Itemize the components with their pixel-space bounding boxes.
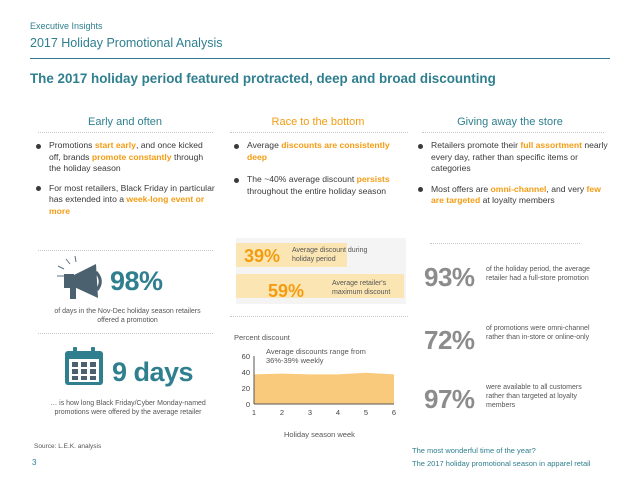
y-tick-label: 0 <box>246 400 250 409</box>
plain-text: at loyalty members <box>480 195 555 205</box>
x-tick-label: 5 <box>364 408 368 417</box>
bar-max-discount <box>236 274 404 298</box>
stat-value-9-days: 9 days <box>112 357 194 387</box>
stat-caption-9-days: … is how long Black Friday/Cyber Monday-… <box>50 400 206 416</box>
highlight-text: omni-channel <box>490 183 547 194</box>
page-number: 3 <box>32 458 37 467</box>
highlight-text: promote constantly <box>91 151 172 162</box>
x-tick-label: 1 <box>252 408 256 417</box>
highlight-text: full assortment <box>520 140 582 150</box>
column-rule-right <box>422 132 604 133</box>
stat-value-72: 72% <box>424 325 475 355</box>
kicker: Executive Insights <box>30 21 103 31</box>
column-rule-left <box>38 132 213 133</box>
megaphone-icon <box>56 255 106 304</box>
middle-bullets: Average discounts are consistently deep … <box>234 140 412 197</box>
bullet-item: Promotions start early, and once kicked … <box>36 140 216 175</box>
right-bullets: Retailers promote their full assortment … <box>418 140 608 207</box>
weekly-discount-chart: 0 20 40 60 1 2 3 4 5 6 <box>242 352 396 417</box>
page-headline: The 2017 holiday period featured protrac… <box>30 71 496 86</box>
chart-annotation: Average discounts range from 36%-39% wee… <box>266 347 366 365</box>
plain-text: nearly every day, rather than specific i… <box>431 140 608 173</box>
area-series <box>254 372 394 404</box>
bullet-dot-icon <box>234 177 239 183</box>
bullet-text: The ~40% average discount persists throu… <box>247 174 412 197</box>
x-tick-label: 4 <box>336 408 340 417</box>
bar-value-59: 59% <box>268 281 305 301</box>
x-tick-label: 3 <box>308 408 312 417</box>
subtitle: 2017 Holiday Promotional Analysis <box>30 36 223 50</box>
highlight-text: week-long event or more <box>49 194 205 216</box>
bullet-dot-icon <box>36 186 41 191</box>
discount-bars: 39% Average discount during holiday peri… <box>236 238 406 304</box>
plain-text: For most retailers, Black Friday in part… <box>49 182 215 205</box>
plain-text: through the holiday season <box>49 151 204 174</box>
highlight-text: start early <box>94 140 136 150</box>
bullet-item: For most retailers, Black Friday in part… <box>36 183 216 218</box>
bullet-text: For most retailers, Black Friday in part… <box>49 183 216 218</box>
bullet-text: Most offers are omni-channel, and very f… <box>431 184 608 207</box>
stat-value-93: 93% <box>424 262 475 292</box>
y-tick-label: 20 <box>242 384 250 393</box>
bullet-dot-icon <box>36 143 41 149</box>
stat-caption-72: of promotions were omni-channel rather t… <box>486 325 590 341</box>
right-divider <box>430 243 580 244</box>
column-title-race: Race to the bottom <box>271 116 365 128</box>
stat-value-98: 98% <box>110 266 163 296</box>
bullet-item: Average discounts are consistently deep <box>234 140 412 163</box>
chart-ylabel: Percent discount <box>234 333 290 342</box>
header-rule <box>30 58 610 59</box>
bar-label-39: Average discount during holiday period <box>292 247 368 263</box>
bullet-text: Promotions start early, and once kicked … <box>49 140 216 175</box>
chart-xlabel: Holiday season week <box>284 430 355 439</box>
footer-line-2: The 2017 holiday promotional season in a… <box>412 459 591 468</box>
plain-text: , and very <box>546 183 587 194</box>
x-tick-label: 6 <box>392 408 396 417</box>
left-divider <box>38 250 213 251</box>
bullet-dot-icon <box>418 187 423 192</box>
bullet-item: Most offers are omni-channel, and very f… <box>418 184 608 207</box>
plain-text: Promotions <box>49 140 95 150</box>
bullet-dot-icon <box>234 143 239 149</box>
highlight-text: few are targeted <box>431 183 601 206</box>
plain-text: , and once kicked off, brands <box>49 140 203 162</box>
y-tick-label: 40 <box>242 368 250 377</box>
calendar-icon <box>64 346 104 386</box>
bullet-text: Average discounts are consistently deep <box>247 140 412 163</box>
bullet-dot-icon <box>418 143 423 149</box>
highlight-text: persists <box>356 174 390 184</box>
stat-caption-98: of days in the Nov-Dec holiday season re… <box>54 308 201 324</box>
highlight-text: discounts are consistently deep <box>247 140 390 162</box>
plain-text: The ~40% average discount <box>247 174 357 184</box>
footer-line-1: The most wonderful time of the year? <box>412 446 536 455</box>
column-title-early: Early and often <box>88 116 162 128</box>
plain-text: Average <box>247 140 282 150</box>
bullet-item: Retailers promote their full assortment … <box>418 140 608 175</box>
bar-value-39: 39% <box>244 246 281 266</box>
plain-text: Most offers are <box>431 183 491 194</box>
column-title-giving: Giving away the store <box>457 116 563 128</box>
bar-label-59: Average retailer's maximum discount <box>332 280 391 296</box>
middle-divider <box>230 316 408 317</box>
x-tick-label: 2 <box>280 408 284 417</box>
bullet-item: The ~40% average discount persists throu… <box>234 174 412 197</box>
stat-caption-97: were available to all customers rather t… <box>486 384 582 409</box>
bar-average-discount <box>236 243 348 267</box>
column-rule-middle <box>230 132 408 133</box>
plain-text: Retailers promote their <box>431 140 521 150</box>
stat-value-97: 97% <box>424 384 475 414</box>
left-bullets: Promotions start early, and once kicked … <box>36 140 216 217</box>
plain-text: throughout the entire holiday season <box>247 185 387 196</box>
y-tick-label: 60 <box>242 352 250 361</box>
left-divider-2 <box>38 333 213 334</box>
bullet-text: Retailers promote their full assortment … <box>431 140 608 175</box>
stat-caption-93: of the holiday period, the average retai… <box>486 266 590 282</box>
source-note: Source: L.E.K. analysis <box>34 443 102 450</box>
